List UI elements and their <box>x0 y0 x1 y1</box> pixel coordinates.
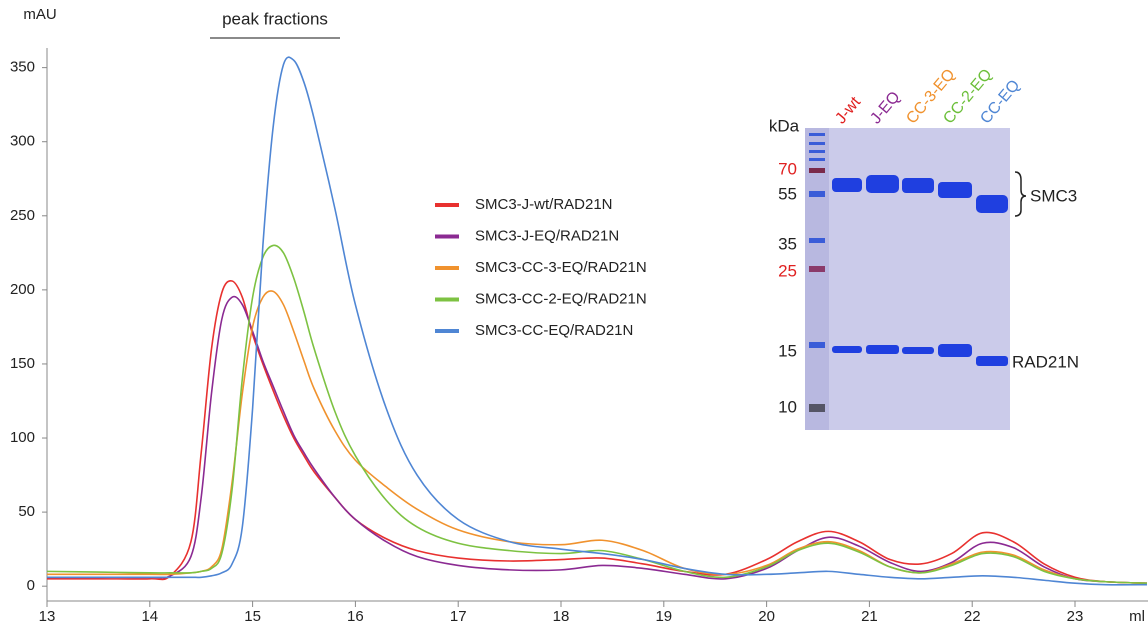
line <box>46 56 1147 586</box>
y-tick-label: 300 <box>10 133 35 150</box>
legend-label: SMC3-CC-3-EQ/RAD21N <box>475 259 647 276</box>
x-tick-label: 13 <box>39 608 56 625</box>
marker-label: 25 <box>778 261 797 280</box>
line <box>46 244 1147 585</box>
line <box>47 280 1147 585</box>
legend-label: SMC3-CC-2-EQ/RAD21N <box>475 290 647 307</box>
marker-label: 35 <box>778 234 797 253</box>
line <box>46 295 1147 585</box>
marker-label: 15 <box>778 341 797 360</box>
y-tick-label: 0 <box>27 577 35 594</box>
y-axis-label: mAU <box>23 6 56 23</box>
brace <box>1014 171 1027 217</box>
marker-label: 70 <box>778 159 797 178</box>
x-tick-label: 21 <box>861 608 878 625</box>
y-tick-label: 150 <box>10 355 35 372</box>
band-label: RAD21N <box>1012 352 1079 371</box>
gel <box>805 128 1010 430</box>
x-tick-label: 22 <box>964 608 981 625</box>
legend-label: SMC3-J-EQ/RAD21N <box>475 227 619 244</box>
y-tick-label: 200 <box>10 281 35 298</box>
x-tick-label: 23 <box>1067 608 1084 625</box>
legend-label: SMC3-J-wt/RAD21N <box>475 196 613 213</box>
x-tick-label: 16 <box>347 608 364 625</box>
lane-label: J-EQ <box>867 88 903 127</box>
x-tick-label: 20 <box>758 608 775 625</box>
legend-label: SMC3-CC-EQ/RAD21N <box>475 322 633 339</box>
x-tick-label: 19 <box>655 608 672 625</box>
unit-label: kDa <box>769 116 800 135</box>
band-label: SMC3 <box>1030 186 1077 205</box>
annotation: peak fractions <box>222 9 328 28</box>
x-tick-label: 18 <box>553 608 570 625</box>
y-tick-label: 250 <box>10 207 35 224</box>
y-tick-label: 50 <box>18 503 35 520</box>
protein-bands <box>832 175 1008 366</box>
x-tick-label: 17 <box>450 608 467 625</box>
marker-lane <box>805 128 829 430</box>
marker-label: 55 <box>778 184 797 203</box>
marker-label: 10 <box>778 397 797 416</box>
marker-bands <box>809 133 825 412</box>
x-axis-label: ml <box>1129 608 1145 625</box>
x-tick-label: 15 <box>244 608 261 625</box>
lane-label: J-wt <box>832 93 864 127</box>
x-tick-label: 14 <box>141 608 158 625</box>
y-tick-label: 100 <box>10 429 35 446</box>
y-tick-label: 350 <box>10 59 35 76</box>
